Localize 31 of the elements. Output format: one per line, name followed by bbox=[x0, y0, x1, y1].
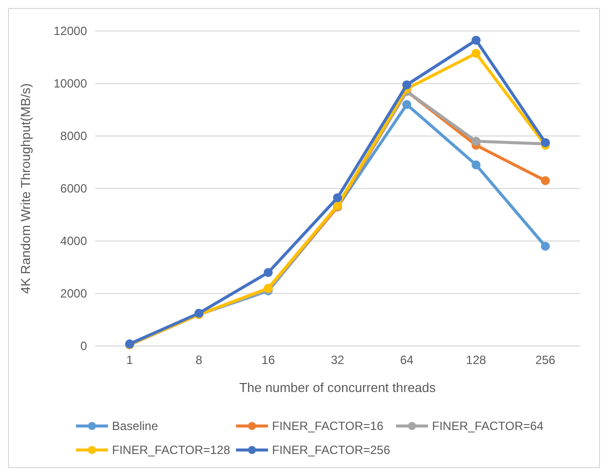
x-tick-label: 8 bbox=[196, 353, 203, 367]
x-tick-label: 128 bbox=[466, 353, 486, 367]
y-tick-label: 0 bbox=[80, 339, 88, 354]
x-tick-label: 256 bbox=[535, 353, 556, 367]
x-tick-label: 1 bbox=[126, 353, 134, 367]
point bbox=[540, 242, 550, 251]
x-axis-title: The number of concurrent threads bbox=[239, 380, 436, 395]
point bbox=[402, 80, 412, 90]
point bbox=[540, 176, 550, 186]
y-tick-label: 4000 bbox=[60, 234, 88, 248]
y-tick-label: 10000 bbox=[54, 76, 88, 91]
x-tick-label: 32 bbox=[330, 353, 344, 367]
legend-label: FINER_FACTOR=128 bbox=[112, 443, 230, 458]
y-axis-title: 4K Random Write Throughput(MB/s) bbox=[18, 83, 33, 294]
legend-label: Baseline bbox=[112, 419, 158, 434]
point bbox=[402, 100, 412, 109]
point bbox=[472, 136, 481, 146]
point bbox=[472, 160, 481, 170]
legend-label: FINER_FACTOR=256 bbox=[272, 443, 390, 458]
x-tick-label: 64 bbox=[400, 353, 414, 367]
legend-label: FINER_FACTOR=64 bbox=[432, 419, 544, 434]
point bbox=[472, 48, 481, 58]
legend-label: FINER_FACTOR=16 bbox=[272, 419, 384, 434]
point bbox=[333, 193, 342, 202]
y-tick-label: 8000 bbox=[60, 129, 88, 144]
y-tick-label: 12000 bbox=[54, 24, 88, 38]
y-tick-label: 2000 bbox=[60, 286, 88, 301]
point bbox=[264, 268, 273, 277]
point bbox=[472, 36, 481, 45]
y-tick-label: 6000 bbox=[60, 182, 88, 196]
x-tick-label: 16 bbox=[262, 353, 276, 367]
